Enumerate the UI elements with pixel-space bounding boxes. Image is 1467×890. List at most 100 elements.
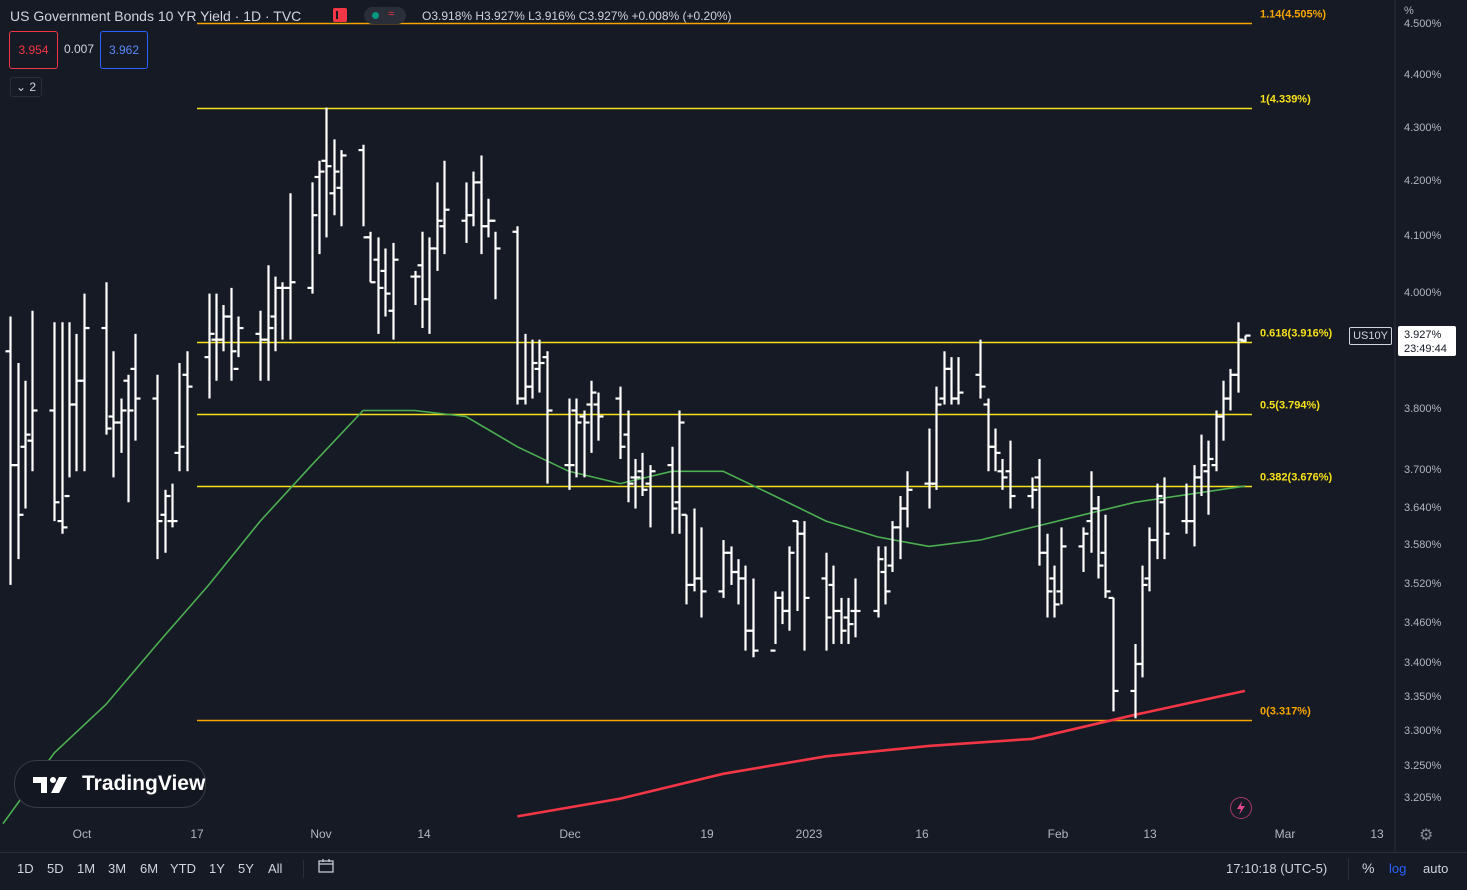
ohlc-bar	[13, 363, 24, 560]
time-tick-label: 14	[417, 827, 431, 841]
ohlc-bar	[571, 398, 582, 478]
range-button[interactable]: All	[268, 861, 283, 876]
ohlc-bar	[997, 458, 1008, 490]
ohlc-bar	[1137, 565, 1148, 678]
ohlc-bar	[887, 521, 898, 573]
toolbar-separator	[1348, 858, 1349, 880]
range-button[interactable]: 5D	[47, 861, 64, 876]
price-tick-label: 3.400%	[1404, 656, 1442, 669]
fibonacci-retracement[interactable]: 1.14(4.505%) 1(4.339%) 0.618(3.916%) 0.5(3.…	[197, 9, 1332, 722]
log-scale-toggle[interactable]: log	[1389, 861, 1407, 876]
ohlc-bar	[512, 226, 523, 405]
price-tick-label: 3.350%	[1404, 690, 1442, 703]
ohlc-bar	[828, 565, 839, 644]
time-tick-label: 2023	[795, 827, 823, 841]
ohlc-bar	[483, 198, 494, 238]
market-status[interactable]: ≈	[364, 7, 406, 24]
range-button[interactable]: 5Y	[238, 861, 254, 876]
symbol-title[interactable]: US Government Bonds 10 YR Yield · 1D · T…	[10, 8, 302, 24]
percent-scale-toggle[interactable]: %	[1362, 860, 1375, 876]
time-tick-label: Oct	[72, 827, 92, 841]
tradingview-logo[interactable]: TradingView	[14, 760, 206, 808]
range-button[interactable]: YTD	[170, 861, 196, 876]
ohlc-bar	[468, 171, 479, 227]
price-tick-label: 4.500%	[1404, 18, 1442, 31]
price-tick-label: 3.580%	[1404, 539, 1442, 552]
ohlc-bar	[1240, 334, 1251, 342]
ohlc-bar	[674, 410, 685, 534]
ohlc-bar	[439, 160, 450, 255]
ohlc-bar	[645, 465, 656, 528]
ohlc-bar	[373, 237, 384, 334]
ohlc-bar	[1233, 322, 1244, 393]
range-button[interactable]: 1Y	[209, 861, 225, 876]
ohlc-bar	[542, 351, 553, 484]
ohlc-bar	[527, 339, 538, 399]
price-tick-label: 3.250%	[1404, 759, 1442, 772]
ohlc-bar	[329, 139, 340, 216]
price-tick-label: 3.520%	[1404, 577, 1442, 590]
fib-level-label: 0(3.317%)	[1260, 706, 1311, 718]
fib-level-label: 0.382(3.676%)	[1260, 472, 1332, 484]
ohlc-bar	[130, 333, 141, 441]
ohlc-bar	[939, 351, 950, 405]
ohlc-bar	[321, 107, 332, 238]
ohlc-bar	[983, 398, 994, 472]
symbol-tag: US10Y	[1349, 327, 1392, 345]
price-tick-label: 3.205%	[1404, 791, 1442, 804]
flag-icon[interactable]	[333, 8, 347, 22]
ohlc-bar	[637, 452, 648, 497]
ohlc-bar	[946, 357, 957, 405]
bar-countdown: 23:49:44	[1404, 343, 1447, 355]
gear-icon[interactable]: ⚙	[1419, 827, 1434, 844]
price-tick-label: 4.100%	[1404, 230, 1442, 243]
ohlc-bar	[770, 591, 781, 652]
ohlc-bar	[1203, 440, 1214, 515]
ohlc-bar	[1181, 483, 1192, 534]
ohlc-bar	[424, 237, 435, 334]
auto-scale-toggle[interactable]: auto	[1423, 861, 1449, 876]
ohlc-bar	[586, 380, 597, 453]
ohlc-bar	[307, 182, 318, 294]
ohlc-bars	[5, 107, 1251, 719]
ohlc-bar	[108, 351, 119, 478]
price-tick-label: 4.300%	[1404, 121, 1442, 134]
ohlc-bar	[1027, 477, 1038, 509]
range-button[interactable]: 1M	[77, 861, 96, 876]
moving-averages	[2, 409, 1246, 825]
ohlc-bar	[358, 144, 369, 239]
calendar-icon[interactable]	[318, 859, 334, 873]
ohlc-bar	[263, 265, 274, 381]
ohlc-bar	[740, 565, 751, 651]
ohlc-bar	[388, 242, 399, 340]
ohlc-bar	[593, 392, 604, 441]
ohlc-bar	[365, 231, 376, 284]
ohlc-bar	[748, 578, 759, 658]
lightning-icon[interactable]	[1230, 797, 1252, 819]
price-tick-label: 4.400%	[1404, 69, 1442, 82]
ohlc-bar	[218, 305, 229, 352]
price-tick-label: 3.460%	[1404, 617, 1442, 630]
time-tick-label: 19	[700, 827, 714, 841]
data-delay-icon: ≈	[388, 8, 395, 20]
timezone-clock[interactable]: 17:10:18 (UTC-5)	[1226, 861, 1328, 876]
ohlc-bar	[696, 527, 707, 618]
price-tick-label: 3.640%	[1404, 501, 1442, 514]
buy-price-button[interactable]: 3.962	[100, 31, 148, 69]
ohlc-bar	[1130, 643, 1141, 719]
ohlc-bar	[1152, 483, 1163, 560]
sell-price-button[interactable]: 3.954	[9, 31, 58, 69]
ohlc-bar	[5, 316, 16, 585]
range-button[interactable]: 3M	[108, 861, 127, 876]
indicators-toggle[interactable]: ⌄ 2	[10, 77, 42, 97]
price-axis-unit: %	[1404, 5, 1414, 17]
time-tick-label: 13	[1143, 827, 1157, 841]
range-button[interactable]: 6M	[140, 861, 159, 876]
range-button[interactable]: 1D	[17, 861, 34, 876]
ohlc-bar	[57, 322, 68, 534]
ohlc-bar	[417, 231, 428, 329]
ohlc-bar	[850, 578, 861, 638]
ohlc-bar	[1056, 527, 1067, 605]
